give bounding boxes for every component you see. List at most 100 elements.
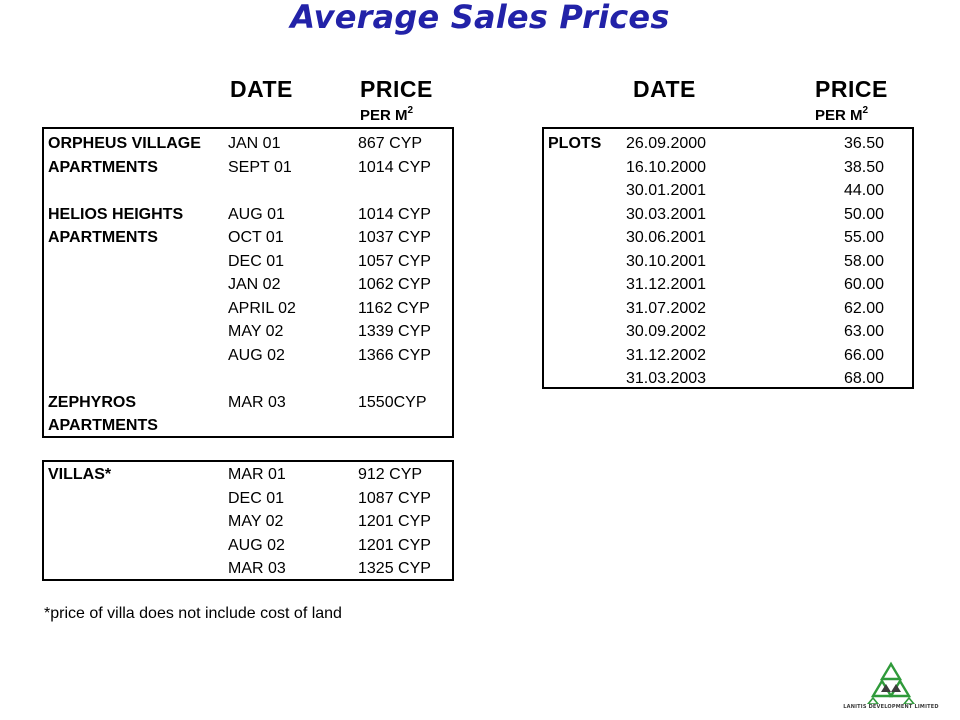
right-date-header: DATE xyxy=(633,76,696,102)
plots-table: PLOTS 26.09.2000 36.50 16.10.2000 38.50 30.01… xyxy=(542,127,914,389)
villas-date-cell: MAR 01 xyxy=(228,466,286,483)
apartments-price-cell: 1014 CYP xyxy=(358,158,431,176)
apartments-date-cell: AUG 02 xyxy=(228,346,285,364)
plots-price-cell: 60.00 xyxy=(843,276,884,293)
apartments-row: DEC 01 1057 CYP xyxy=(44,250,452,273)
plots-row: 30.06.2001 55.00 xyxy=(544,226,912,249)
plots-row: 31.07.2002 62.00 xyxy=(544,297,912,320)
plots-row: 30.09.2002 63.00 xyxy=(544,320,912,343)
apartments-price-cell: 1339 CYP xyxy=(358,323,431,340)
apartments-date-cell: JAN 02 xyxy=(228,276,281,293)
right-per-m2-header: PER M2 xyxy=(815,105,869,124)
apartments-row: APARTMENTS OCT 01 1037 CYP xyxy=(44,226,452,249)
apartments-row: AUG 02 1366 CYP xyxy=(44,344,452,367)
villas-name-cell: VILLAS* xyxy=(48,466,112,483)
apartments-price-cell: 1162 CYP xyxy=(358,299,430,317)
apartments-row: ORPHEUS VILLAGE JAN 01 867 CYP xyxy=(44,132,452,155)
apartments-row: APRIL 02 1162 CYP xyxy=(44,297,452,320)
apartments-row: HELIOS HEIGHTS AUG 01 1014 CYP xyxy=(44,203,452,226)
plots-row: 30.01.2001 44.00 xyxy=(544,179,912,202)
apartments-name-cell: HELIOS HEIGHTS xyxy=(48,205,184,223)
plots-row: 16.10.2000 38.50 xyxy=(544,156,912,179)
plots-price-cell: 38.50 xyxy=(843,158,884,176)
villas-row: VILLAS* MAR 01 912 CYP xyxy=(44,463,452,486)
apartments-name-cell: APARTMENTS xyxy=(48,417,158,434)
plots-price-cell: 63.00 xyxy=(843,323,884,340)
per-m2-label: PER M xyxy=(360,107,408,124)
plots-date-cell: 31.07.2002 xyxy=(626,299,707,317)
apartments-price-cell: 1057 CYP xyxy=(358,252,431,270)
apartments-date-cell: OCT 01 xyxy=(228,229,284,246)
apartments-name-cell: APARTMENTS xyxy=(48,158,158,176)
plots-date-cell: 31.12.2001 xyxy=(626,276,707,293)
apartments-price-cell: 867 CYP xyxy=(358,135,423,152)
plots-date-cell: 31.03.2003 xyxy=(626,370,707,387)
plots-price-cell: 66.00 xyxy=(843,346,884,364)
villas-price-cell: 912 CYP xyxy=(358,466,423,483)
apartments-price-cell: 1062 CYP xyxy=(358,276,431,293)
plots-date-cell: 31.12.2002 xyxy=(626,346,707,364)
villas-price-cell: 1201 CYP xyxy=(358,513,431,530)
plots-price-cell: 58.00 xyxy=(843,252,884,270)
apartments-row: APARTMENTS SEPT 01 1014 CYP xyxy=(44,156,452,179)
plots-price-cell: 36.50 xyxy=(843,135,884,152)
plots-price-cell: 50.00 xyxy=(843,205,884,223)
plots-row: 31.12.2002 66.00 xyxy=(544,344,912,367)
per-m2-label: PER M xyxy=(815,107,863,124)
villas-price-cell: 1087 CYP xyxy=(358,489,431,507)
apartments-date-cell: JAN 01 xyxy=(228,135,281,152)
plots-row: 30.03.2001 50.00 xyxy=(544,203,912,226)
villas-table: VILLAS* MAR 01 912 CYP DEC 01 1087 CYP MAY 02… xyxy=(42,460,454,581)
per-m2-superscript: 2 xyxy=(407,105,414,116)
apartments-row xyxy=(44,179,452,202)
villas-row: MAR 03 1325 CYP xyxy=(44,557,452,580)
plots-row: PLOTS 26.09.2000 36.50 xyxy=(544,132,912,155)
apartments-date-cell: MAR 03 xyxy=(228,393,286,411)
apartments-row: ZEPHYROS MAR 03 1550CYP xyxy=(44,391,452,414)
apartments-price-cell: 1037 CYP xyxy=(358,229,431,246)
plots-date-cell: 30.09.2002 xyxy=(626,323,707,340)
company-logo: LANITIS DEVELOPMENT LIMITED xyxy=(836,660,946,716)
plots-date-cell: 30.06.2001 xyxy=(626,229,707,246)
villas-row: MAY 02 1201 CYP xyxy=(44,510,452,533)
plots-date-cell: 30.10.2001 xyxy=(626,252,707,270)
villas-date-cell: AUG 02 xyxy=(228,536,285,554)
plots-date-cell: 30.01.2001 xyxy=(626,182,707,199)
left-per-m2-header: PER M2 xyxy=(360,105,414,124)
plots-price-cell: 44.00 xyxy=(843,182,884,199)
plots-date-cell: 26.09.2000 xyxy=(626,135,707,152)
villas-date-cell: DEC 01 xyxy=(228,489,285,507)
apartments-date-cell: AUG 01 xyxy=(228,205,285,223)
per-m2-superscript: 2 xyxy=(862,105,869,116)
apartments-date-cell: APRIL 02 xyxy=(228,299,296,317)
plots-row: 30.10.2001 58.00 xyxy=(544,250,912,273)
apartments-date-cell: SEPT 01 xyxy=(228,158,292,176)
plots-price-cell: 55.00 xyxy=(843,229,884,246)
apartments-price-cell: 1366 CYP xyxy=(358,346,431,364)
apartments-table: ORPHEUS VILLAGE JAN 01 867 CYP APARTMENTS SE… xyxy=(42,127,454,438)
left-date-header: DATE xyxy=(230,76,293,102)
plots-date-cell: 16.10.2000 xyxy=(626,158,707,176)
villas-price-cell: 1325 CYP xyxy=(358,560,431,577)
right-price-header: PRICE xyxy=(815,76,888,102)
villas-date-cell: MAY 02 xyxy=(228,513,284,530)
apartments-date-cell: MAY 02 xyxy=(228,323,284,340)
apartments-price-cell: 1550CYP xyxy=(358,393,427,411)
left-price-header: PRICE xyxy=(360,76,433,102)
plots-row: 31.12.2001 60.00 xyxy=(544,273,912,296)
company-name-text: LANITIS DEVELOPMENT LIMITED xyxy=(843,704,939,710)
villas-row: AUG 02 1201 CYP xyxy=(44,534,452,557)
triangle-mountain-logo-icon xyxy=(866,661,916,705)
villas-date-cell: MAR 03 xyxy=(228,560,286,577)
villas-row: DEC 01 1087 CYP xyxy=(44,487,452,510)
page-title: Average Sales Prices xyxy=(290,0,670,36)
plots-date-cell: 30.03.2001 xyxy=(626,205,707,223)
apartments-name-cell: ORPHEUS VILLAGE xyxy=(48,135,201,152)
plots-price-cell: 62.00 xyxy=(843,299,884,317)
plots-row: 31.03.2003 68.00 xyxy=(544,367,912,390)
apartments-row: APARTMENTS xyxy=(44,414,452,437)
villa-price-footnote: *price of villa does not include cost of… xyxy=(44,605,342,622)
apartments-row: JAN 02 1062 CYP xyxy=(44,273,452,296)
plots-price-cell: 68.00 xyxy=(843,370,884,387)
apartments-name-cell: ZEPHYROS xyxy=(48,393,137,411)
